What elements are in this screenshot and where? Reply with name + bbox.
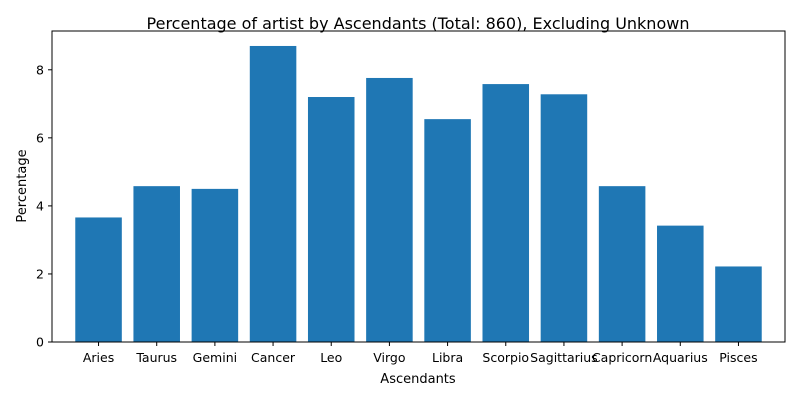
x-tick-label: Pisces	[719, 350, 757, 365]
x-tick-label: Gemini	[193, 350, 237, 365]
x-tick-label: Sagittarius	[530, 350, 598, 365]
x-tick-label: Leo	[320, 350, 342, 365]
x-tick-label: Aries	[83, 350, 114, 365]
y-tick-label: 6	[36, 130, 44, 145]
y-tick-label: 0	[36, 335, 44, 350]
bar-taurus	[133, 186, 180, 342]
bar-gemini	[191, 188, 239, 342]
plot-frame	[51, 30, 786, 343]
x-tick-label: Virgo	[373, 350, 405, 365]
y-tick-label: 2	[36, 266, 44, 281]
chart-title: Percentage of artist by Ascendants (Tota…	[147, 14, 690, 33]
y-tick-label: 4	[36, 198, 44, 213]
bar-libra	[424, 119, 471, 342]
bar-leo	[307, 97, 355, 342]
y-tick-label: 8	[36, 62, 44, 77]
bar-group	[75, 45, 762, 343]
bar-scorpio	[482, 84, 530, 342]
bar-aries	[75, 217, 122, 342]
y-axis-label: Percentage	[15, 149, 30, 222]
bar-pisces	[715, 266, 762, 342]
x-tick-label: Scorpio	[482, 350, 529, 365]
bar-cancer	[249, 45, 297, 342]
x-tick-label: Aquarius	[653, 350, 708, 365]
x-tick-label: Libra	[432, 350, 463, 365]
x-axis-label: Ascendants	[380, 372, 456, 387]
bar-aquarius	[657, 225, 704, 342]
x-axis: Aries Taurus Gemini Cancer Leo Virgo Libra Scor…	[83, 342, 758, 365]
bar-sagittarius	[540, 94, 588, 342]
x-tick-label: Capricorn	[592, 350, 652, 365]
x-tick-label: Taurus	[135, 350, 177, 365]
bar-virgo	[366, 77, 413, 343]
bar-capricorn	[598, 186, 646, 342]
y-axis: 0 2 4 6 8	[36, 62, 52, 350]
x-tick-label: Cancer	[251, 350, 296, 365]
